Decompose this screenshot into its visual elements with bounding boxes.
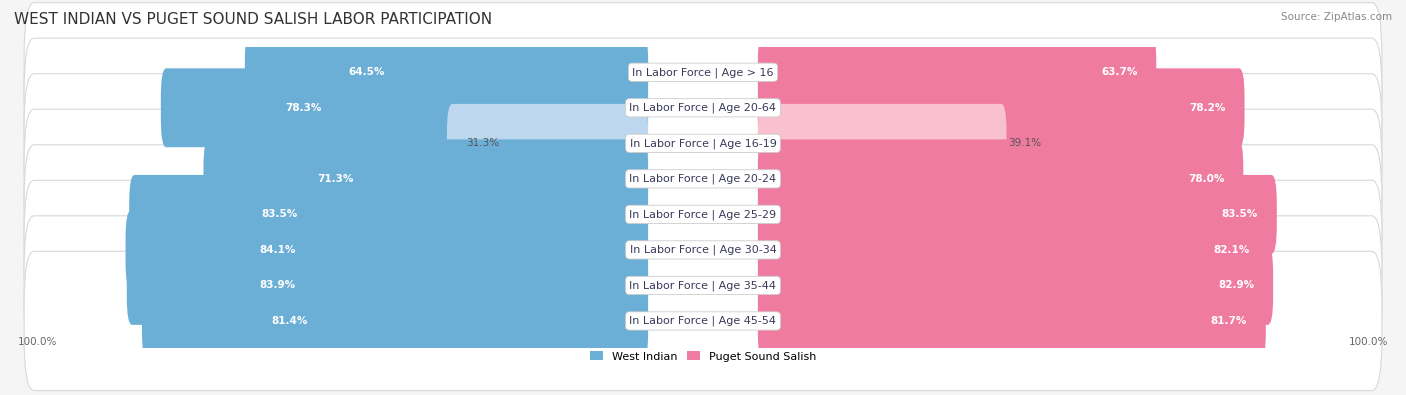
FancyBboxPatch shape (24, 251, 1382, 391)
Text: 63.7%: 63.7% (1101, 67, 1137, 77)
FancyBboxPatch shape (758, 139, 1243, 218)
FancyBboxPatch shape (447, 104, 648, 183)
Text: 31.3%: 31.3% (465, 138, 499, 148)
Text: In Labor Force | Age 16-19: In Labor Force | Age 16-19 (630, 138, 776, 149)
Text: 39.1%: 39.1% (1008, 138, 1040, 148)
Text: 82.1%: 82.1% (1213, 245, 1250, 255)
FancyBboxPatch shape (245, 33, 648, 112)
FancyBboxPatch shape (125, 211, 648, 289)
Text: 78.2%: 78.2% (1189, 103, 1226, 113)
FancyBboxPatch shape (24, 180, 1382, 320)
FancyBboxPatch shape (24, 74, 1382, 213)
FancyBboxPatch shape (24, 3, 1382, 142)
FancyBboxPatch shape (142, 282, 648, 360)
FancyBboxPatch shape (24, 109, 1382, 248)
Legend: West Indian, Puget Sound Salish: West Indian, Puget Sound Salish (585, 347, 821, 366)
FancyBboxPatch shape (758, 211, 1268, 289)
Text: 78.3%: 78.3% (285, 103, 322, 113)
FancyBboxPatch shape (758, 246, 1274, 325)
Text: 100.0%: 100.0% (1350, 337, 1389, 346)
FancyBboxPatch shape (129, 175, 648, 254)
FancyBboxPatch shape (24, 38, 1382, 177)
Text: In Labor Force | Age 20-64: In Labor Force | Age 20-64 (630, 103, 776, 113)
FancyBboxPatch shape (758, 33, 1156, 112)
Text: Source: ZipAtlas.com: Source: ZipAtlas.com (1281, 12, 1392, 22)
Text: In Labor Force | Age 35-44: In Labor Force | Age 35-44 (630, 280, 776, 291)
Text: 82.9%: 82.9% (1218, 280, 1254, 290)
Text: 83.5%: 83.5% (262, 209, 298, 219)
FancyBboxPatch shape (758, 104, 1007, 183)
Text: In Labor Force | Age 30-34: In Labor Force | Age 30-34 (630, 245, 776, 255)
Text: 71.3%: 71.3% (318, 174, 354, 184)
Text: 81.7%: 81.7% (1211, 316, 1247, 326)
Text: 100.0%: 100.0% (17, 337, 56, 346)
Text: In Labor Force | Age 20-24: In Labor Force | Age 20-24 (630, 173, 776, 184)
FancyBboxPatch shape (24, 145, 1382, 284)
FancyBboxPatch shape (204, 139, 648, 218)
Text: In Labor Force | Age 25-29: In Labor Force | Age 25-29 (630, 209, 776, 220)
Text: In Labor Force | Age > 16: In Labor Force | Age > 16 (633, 67, 773, 77)
Text: 78.0%: 78.0% (1188, 174, 1225, 184)
FancyBboxPatch shape (758, 175, 1277, 254)
FancyBboxPatch shape (758, 68, 1244, 147)
Text: 84.1%: 84.1% (259, 245, 295, 255)
Text: WEST INDIAN VS PUGET SOUND SALISH LABOR PARTICIPATION: WEST INDIAN VS PUGET SOUND SALISH LABOR … (14, 12, 492, 27)
FancyBboxPatch shape (160, 68, 648, 147)
FancyBboxPatch shape (127, 246, 648, 325)
Text: 81.4%: 81.4% (271, 316, 308, 326)
Text: In Labor Force | Age 45-54: In Labor Force | Age 45-54 (630, 316, 776, 326)
FancyBboxPatch shape (24, 216, 1382, 355)
Text: 83.5%: 83.5% (1222, 209, 1258, 219)
Text: 83.9%: 83.9% (260, 280, 295, 290)
FancyBboxPatch shape (758, 282, 1265, 360)
Text: 64.5%: 64.5% (349, 67, 385, 77)
